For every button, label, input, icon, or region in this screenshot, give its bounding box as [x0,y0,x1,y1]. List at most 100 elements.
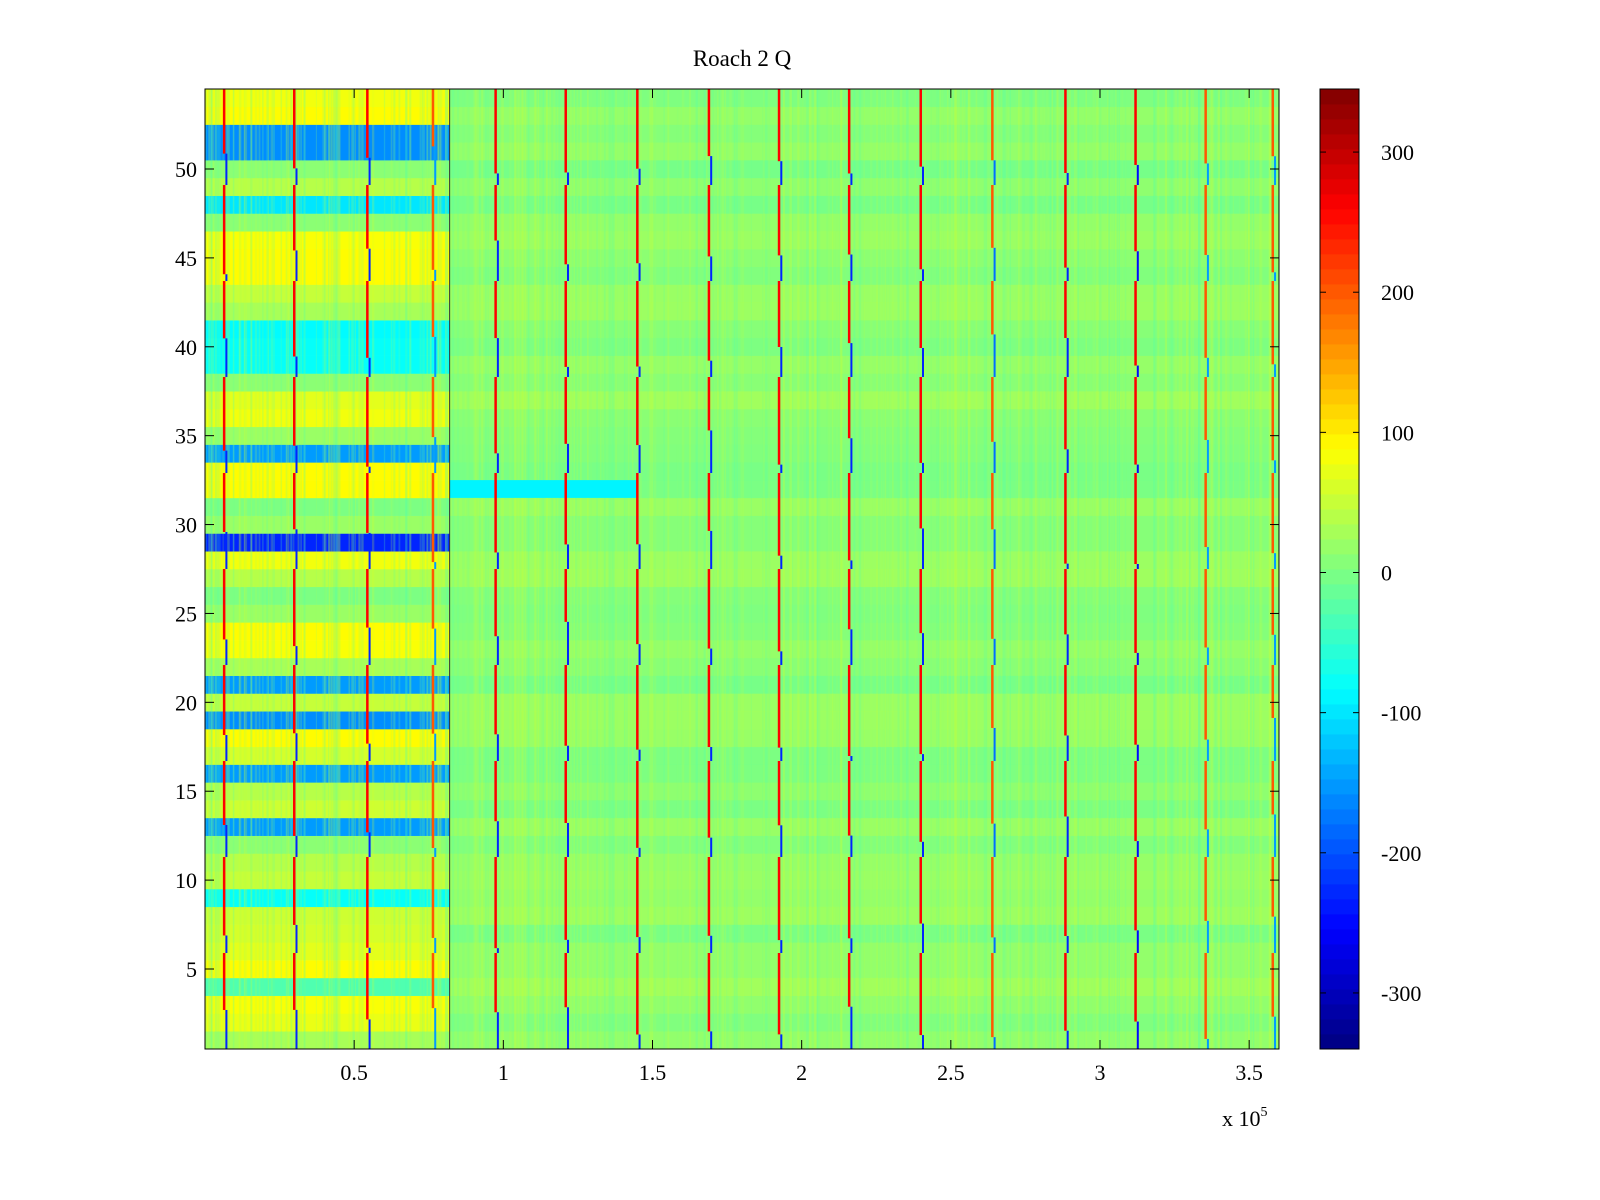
heatmap-cell [953,89,956,1049]
heatmap-cell [1113,89,1116,1049]
heatmap-cell [205,871,450,890]
spike-column [496,338,499,377]
heatmap-cell [419,89,422,1049]
x-tick-label: 0.5 [340,1060,368,1085]
heatmap-cell [609,89,611,1049]
x-tick-label: 1 [498,1060,509,1085]
colorbar-swatch [1320,119,1359,135]
heatmap-cell [239,89,242,1049]
heatmap-cell [839,89,842,1049]
colorbar-swatch [1320,134,1359,150]
spike-column [1204,185,1207,255]
spike-column [850,173,853,185]
colorbar-swatch [1320,164,1359,180]
spike-column [710,648,713,665]
spike-column [494,665,497,735]
spike-column [850,835,853,857]
spike-column [564,569,567,622]
spike-column [707,665,711,748]
heatmap-cell [521,89,524,1049]
heatmap-cell [541,89,543,1049]
spike-column [710,256,713,281]
heatmap-cell [816,89,819,1049]
heatmap-cell [764,89,768,1049]
heatmap-cell [1092,89,1095,1049]
heatmap-cell [205,195,450,214]
heatmap-cell [1052,89,1055,1049]
spike-column [564,89,567,173]
heatmap-cell [449,373,1280,392]
spike-column [434,437,437,473]
colorbar-swatch [1320,644,1359,660]
spike-column [919,281,922,348]
heatmap-cell [1069,89,1071,1049]
heatmap-cell [327,89,330,1049]
heatmap-cell [205,480,450,499]
spike-column [366,569,369,628]
heatmap-cell [965,89,968,1049]
heatmap-cell [1199,89,1201,1049]
spike-column [368,947,371,953]
heatmap-cell [615,89,617,1049]
heatmap-cell [502,89,504,1049]
spike-column [566,264,569,281]
heatmap-cell [467,89,470,1049]
spike-column [431,761,435,849]
heatmap-cell [212,89,215,1049]
heatmap-cell [1009,89,1011,1049]
colorbar-swatch [1320,464,1359,480]
heatmap-cell [205,373,450,392]
spike-column [922,166,924,185]
colorbar-swatch [1320,494,1359,510]
heatmap-area [205,89,1280,1050]
heatmap-cell [876,89,878,1049]
heatmap-cell [768,89,771,1049]
heatmap-cell [996,89,999,1049]
spike-column [991,89,994,161]
spike-column [710,837,713,857]
heatmap-cell [337,89,340,1049]
spike-column [566,621,569,665]
heatmap-cell [782,89,785,1049]
heatmap-cell [462,89,465,1049]
spike-column [993,529,996,569]
heatmap-cell [695,89,698,1049]
spike-column [368,532,371,569]
heatmap-cell [449,426,1280,445]
spike-column [993,937,996,953]
spike-column [293,185,296,251]
spike-column [295,733,298,761]
heatmap-cell [546,89,549,1049]
heatmap-cell [449,622,1280,641]
heatmap-cell [632,89,634,1049]
colorbar-swatch [1320,959,1359,975]
spike-column [1206,1038,1209,1049]
heatmap-cell [512,89,514,1049]
colorbar-swatch [1320,1019,1359,1035]
heatmap-cell [790,89,793,1049]
heatmap-cell [449,889,1280,908]
spike-column [368,357,371,377]
heatmap-cell [335,89,338,1049]
heatmap-cell [1259,89,1262,1049]
heatmap-cell [964,89,966,1049]
heatmap-cell [573,89,575,1049]
spike-column [1274,634,1277,665]
spike-column [295,529,298,569]
spike-column [564,281,567,367]
spike-column [919,569,922,634]
heatmap-cell [205,889,450,908]
heatmap-cell [1225,89,1227,1049]
spike-column [1271,377,1275,461]
heatmap-cell [1124,89,1127,1049]
heatmap-cell [1034,89,1037,1049]
spike-column [710,530,713,569]
heatmap-cell [205,977,450,996]
heatmap-cell [1198,89,1201,1049]
spike-column [1064,473,1067,564]
spike-column [434,848,437,857]
spike-column [225,153,228,185]
heatmap-cell [449,124,1280,143]
heatmap-cell [205,249,450,268]
heatmap-cell [328,89,331,1049]
